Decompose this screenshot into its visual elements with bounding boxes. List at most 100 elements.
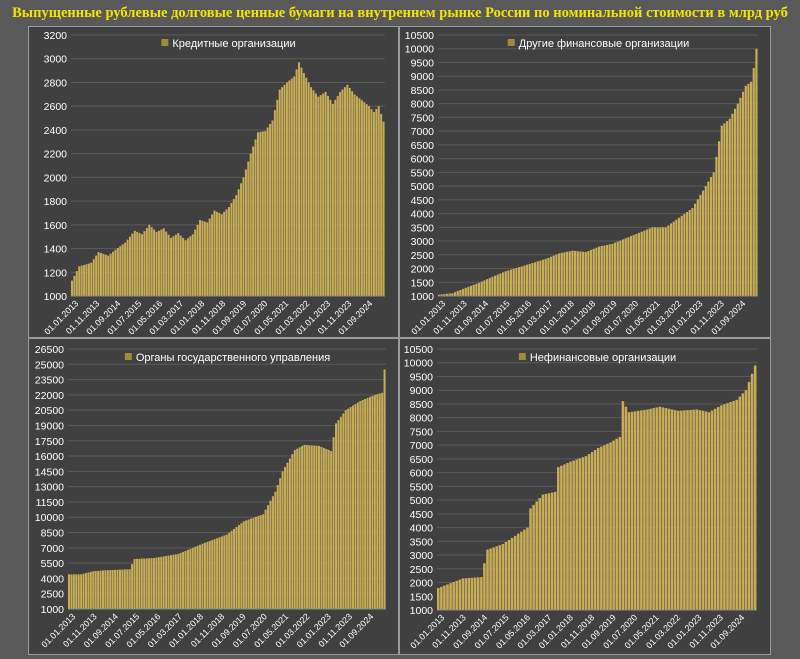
- bar: [560, 465, 563, 610]
- y-tick-label: 4500: [411, 195, 435, 207]
- bar: [199, 544, 202, 609]
- bar: [211, 214, 214, 296]
- bar: [600, 446, 603, 610]
- bar: [284, 467, 287, 609]
- bar: [614, 242, 617, 296]
- bar: [365, 104, 368, 296]
- bar: [232, 199, 235, 296]
- bar: [452, 582, 455, 610]
- bar: [747, 83, 750, 296]
- chart-panel-other-financial-orgs: 1000 1500 2000 2500 3000 3500 4000 4500 5000 5500…: [399, 26, 771, 338]
- bar: [359, 401, 362, 609]
- bar: [353, 94, 356, 296]
- y-tick-label: 9000: [411, 71, 435, 83]
- bar: [536, 261, 539, 296]
- bar: [128, 236, 131, 296]
- bar: [633, 411, 637, 610]
- bar: [611, 243, 614, 296]
- bar: [162, 228, 165, 296]
- bar: [128, 569, 131, 609]
- bar: [274, 491, 277, 609]
- bar: [225, 534, 228, 609]
- bar: [343, 87, 346, 296]
- y-tick-label: 3500: [410, 536, 434, 548]
- bar: [461, 578, 465, 610]
- bar: [342, 413, 345, 609]
- bar: [555, 254, 558, 296]
- bar: [78, 266, 81, 296]
- bar: [451, 293, 454, 296]
- chart-panel-credit-orgs: 1000 1200 1400 1600 1800 2000 2200 2400 2600 2800…: [28, 26, 399, 338]
- bar: [526, 527, 529, 610]
- bar: [640, 231, 643, 296]
- bar: [348, 87, 351, 296]
- bar: [157, 230, 160, 296]
- y-tick-label: 4000: [410, 523, 434, 535]
- bar: [750, 373, 754, 610]
- y-tick-label: 19000: [35, 420, 64, 432]
- bar: [689, 409, 692, 610]
- bar: [547, 257, 550, 296]
- y-tick-label: 6500: [411, 140, 435, 152]
- bar: [648, 228, 651, 296]
- bar: [473, 577, 477, 610]
- bar: [104, 254, 107, 296]
- y-tick-label: 2000: [44, 172, 68, 184]
- y-tick-label: 8500: [41, 528, 65, 540]
- bar: [606, 244, 609, 296]
- y-tick-label: 10500: [404, 344, 433, 356]
- bar: [726, 403, 729, 610]
- bar: [148, 558, 151, 609]
- y-tick-label: 8500: [411, 85, 435, 97]
- bar: [145, 227, 148, 296]
- bar: [165, 555, 168, 609]
- bar: [454, 292, 457, 296]
- bar: [683, 410, 686, 610]
- bar: [196, 545, 199, 609]
- bar: [237, 189, 240, 296]
- bar: [649, 408, 652, 610]
- bar: [742, 91, 745, 296]
- bar: [470, 285, 473, 296]
- bar: [278, 89, 281, 296]
- bar: [153, 229, 156, 296]
- bar: [317, 96, 320, 296]
- bar: [675, 219, 678, 296]
- bar: [351, 91, 354, 297]
- bar: [104, 570, 107, 609]
- bar: [750, 81, 753, 297]
- bar: [728, 118, 731, 296]
- bar: [627, 412, 631, 610]
- bar: [720, 125, 723, 296]
- bar: [691, 208, 694, 296]
- y-tick-label: 1000: [411, 291, 435, 303]
- bar: [121, 569, 124, 609]
- y-tick-label: 7000: [410, 440, 434, 452]
- bar: [94, 571, 97, 609]
- bar: [203, 542, 206, 609]
- bar: [504, 271, 507, 296]
- bar: [718, 141, 721, 296]
- bar: [713, 408, 717, 610]
- bar: [459, 289, 462, 296]
- bar: [603, 245, 606, 296]
- bar: [688, 210, 691, 296]
- page-title: Выпущенные рублевые долговые ценные бума…: [12, 5, 788, 21]
- bar: [201, 220, 204, 296]
- bar: [659, 227, 662, 296]
- bar: [85, 264, 88, 296]
- bar: [245, 520, 248, 609]
- bar: [695, 409, 698, 610]
- bar: [72, 574, 75, 609]
- bar: [335, 423, 338, 609]
- bar: [83, 264, 86, 296]
- bar: [208, 540, 211, 609]
- bar: [177, 233, 180, 296]
- y-tick-label: 3000: [44, 54, 68, 66]
- bar: [630, 236, 633, 296]
- y-tick-label: 8500: [410, 399, 434, 411]
- bar: [587, 454, 591, 610]
- bar: [182, 237, 185, 296]
- bar: [464, 287, 467, 296]
- bar: [114, 249, 117, 296]
